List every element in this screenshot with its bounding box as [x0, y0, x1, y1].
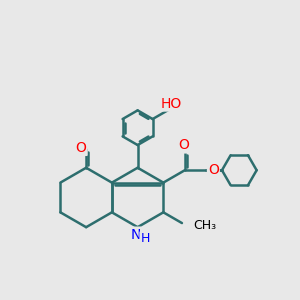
Text: O: O	[208, 163, 219, 177]
Text: N: N	[130, 228, 141, 242]
Text: O: O	[76, 141, 87, 155]
Text: HO: HO	[160, 97, 182, 111]
Text: H: H	[140, 232, 150, 245]
Text: O: O	[178, 139, 189, 152]
Text: CH₃: CH₃	[194, 219, 217, 232]
